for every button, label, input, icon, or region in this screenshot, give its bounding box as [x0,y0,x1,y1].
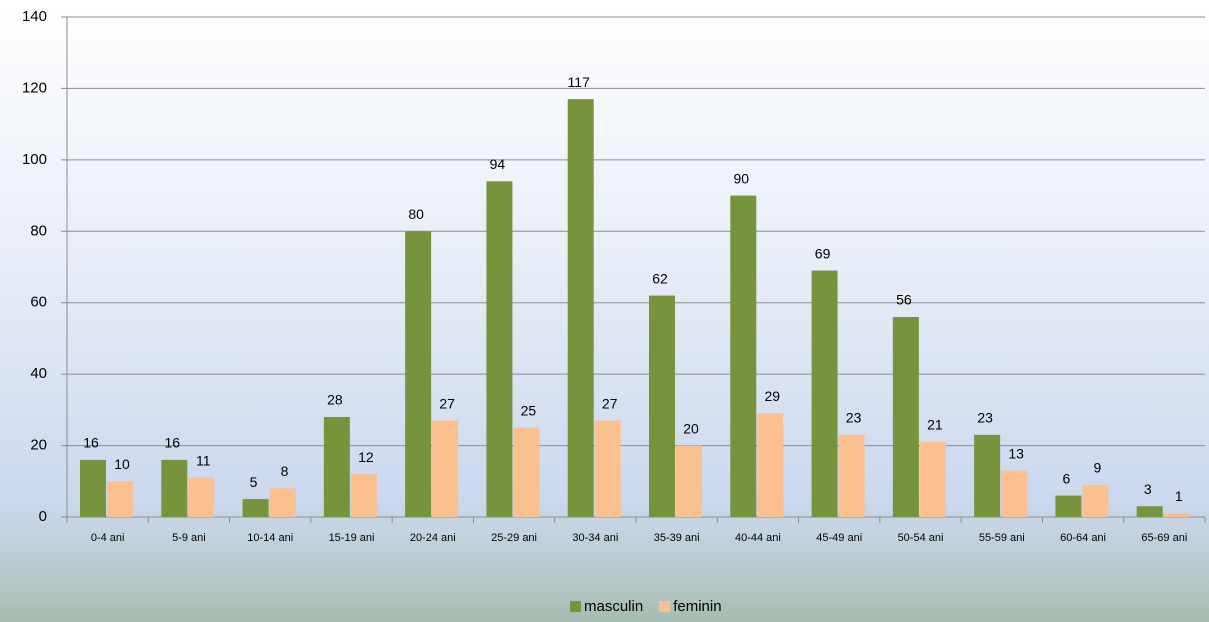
value-label: 5 [250,474,258,490]
y-tick-label: 20 [30,437,47,454]
value-label: 1 [1175,488,1183,504]
bar [161,459,188,517]
bar [1055,495,1082,517]
legend-swatch [659,601,671,612]
value-label: 94 [490,156,506,172]
bar [730,195,757,518]
value-label: 12 [358,449,374,465]
value-label: 25 [521,402,537,418]
y-tick-label: 40 [30,365,47,382]
x-tick-label: 60-64 ani [1060,532,1106,544]
bar [1001,470,1028,517]
legend-label: feminin [673,598,721,615]
bar [350,474,377,517]
value-label: 117 [568,74,591,90]
value-label: 16 [164,435,180,451]
x-tick-label: 35-39 ani [654,532,700,544]
value-label: 20 [683,420,699,436]
x-tick-label: 45-49 ani [816,532,862,544]
x-tick-label: 0-4 ani [91,532,125,544]
bar [323,417,350,517]
x-tick-label: 15-19 ani [329,532,375,544]
value-label: 27 [602,395,618,411]
bar [269,488,296,517]
bar [1163,513,1190,517]
bar [649,295,675,517]
bar [757,413,784,517]
bar [1082,484,1109,517]
bar [811,270,838,517]
bar [892,317,919,517]
y-tick-label: 80 [30,222,47,239]
value-label: 29 [764,388,780,404]
value-label: 23 [846,410,862,426]
value-label: 90 [733,170,749,186]
legend-label: masculin [584,598,643,615]
y-tick-label: 140 [22,8,47,25]
x-tick-label: 30-34 ani [572,532,618,544]
x-tick-label: 20-24 ani [410,532,456,544]
x-tick-label: 40-44 ani [735,532,781,544]
value-label: 9 [1094,460,1102,476]
value-label: 16 [83,435,99,451]
bar [594,420,621,517]
value-label: 23 [977,410,993,426]
bar [80,459,106,517]
bar [486,181,513,518]
value-label: 62 [652,270,668,286]
value-label: 28 [327,392,343,408]
bar [974,434,1001,517]
value-label: 27 [439,395,455,411]
value-label: 10 [114,456,130,472]
value-label: 3 [1144,481,1152,497]
bar [405,231,432,518]
x-tick-label: 5-9 ani [172,532,206,544]
value-label: 11 [196,452,211,468]
bar [432,420,459,517]
bar [919,442,946,517]
bar [676,445,702,517]
x-tick-label: 50-54 ani [898,532,944,544]
bar [838,434,865,517]
value-label: 80 [408,206,424,222]
value-label: 56 [896,292,912,308]
value-label: 13 [1008,445,1024,461]
x-tick-label: 65-69 ani [1141,532,1187,544]
y-tick-label: 60 [30,294,47,311]
x-tick-label: 10-14 ani [247,532,293,544]
value-label: 6 [1063,470,1071,486]
legend-swatch [570,601,581,612]
value-label: 21 [927,417,943,433]
bar [567,99,594,518]
y-tick-label: 0 [39,508,47,525]
value-label: 69 [815,245,831,261]
x-tick-label: 55-59 ani [979,532,1025,544]
bar [107,481,133,517]
y-tick-label: 100 [22,151,47,168]
bar [1136,506,1163,517]
bar [188,477,215,517]
bar [242,499,269,517]
bar [513,427,540,517]
y-tick-label: 120 [22,79,47,96]
x-tick-label: 25-29 ani [491,532,537,544]
value-label: 8 [281,463,289,479]
